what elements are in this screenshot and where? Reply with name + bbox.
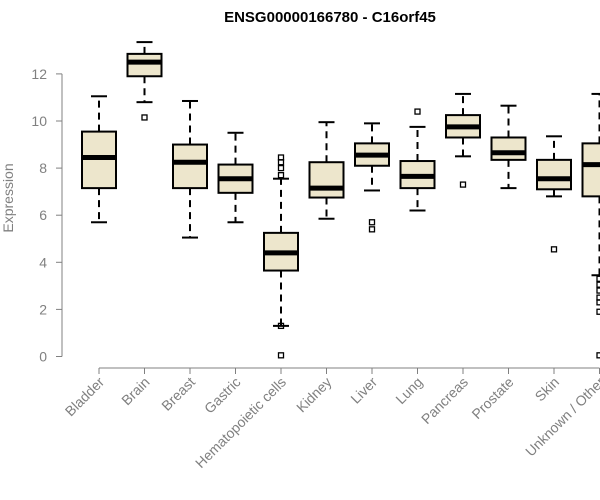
- outlier-point: [277, 172, 285, 179]
- box-group: [172, 99, 208, 239]
- box-group: [399, 108, 436, 212]
- outlier-point: [414, 108, 421, 115]
- outlier-point: [277, 322, 285, 330]
- x-category-label: Hematopoietic cells: [192, 374, 289, 471]
- box-group: [126, 41, 163, 121]
- y-tick-label: 2: [39, 301, 47, 317]
- outlier-point: [368, 226, 376, 233]
- outlier-point: [277, 352, 285, 359]
- box-group: [445, 92, 481, 188]
- outlier-point: [459, 181, 467, 188]
- outlier-point: [277, 154, 285, 161]
- x-category-label: Bladder: [62, 374, 108, 420]
- x-category-label: Lung: [392, 374, 425, 407]
- y-axis-label: Expression: [0, 163, 16, 232]
- x-category-label: Liver: [347, 374, 380, 407]
- box-iqr: [581, 142, 600, 198]
- y-tick-label: 4: [39, 254, 47, 270]
- box-group: [490, 104, 527, 190]
- box-group: [308, 121, 345, 220]
- box-iqr: [126, 52, 163, 78]
- x-category-label: Pancreas: [418, 374, 471, 427]
- x-category-label: Skin: [532, 374, 563, 405]
- x-category-label: Breast: [158, 374, 198, 414]
- box-iqr: [308, 161, 345, 199]
- x-category-label: Kidney: [293, 374, 335, 416]
- y-axis: 0 2 4 6 8 10 12: [31, 66, 63, 365]
- box-group: [536, 135, 572, 253]
- box-group: [263, 154, 299, 359]
- y-tick-label: 6: [39, 207, 47, 223]
- outlier-point: [141, 114, 148, 121]
- box-iqr: [536, 158, 572, 191]
- box-group: [354, 122, 390, 233]
- x-category-label: Prostate: [468, 374, 516, 422]
- y-tick-label: 10: [31, 113, 47, 129]
- chart-title: ENSG00000166780 - C16orf45: [224, 9, 436, 26]
- outlier-point: [368, 219, 376, 226]
- box-series: [81, 41, 600, 359]
- box-group: [581, 92, 600, 359]
- box-iqr: [490, 136, 527, 161]
- box-iqr: [172, 143, 208, 190]
- box-group: [217, 131, 254, 224]
- x-category-label: Gastric: [201, 374, 244, 417]
- y-tick-label: 12: [31, 66, 47, 82]
- x-category-label: Unknown / Other: [522, 374, 600, 460]
- box-group: [81, 95, 117, 224]
- y-tick-label: 8: [39, 160, 47, 176]
- outlier-point: [550, 246, 558, 253]
- x-category-label: Brain: [118, 374, 152, 408]
- outlier-point: [277, 164, 285, 172]
- y-tick-label: 0: [39, 349, 47, 365]
